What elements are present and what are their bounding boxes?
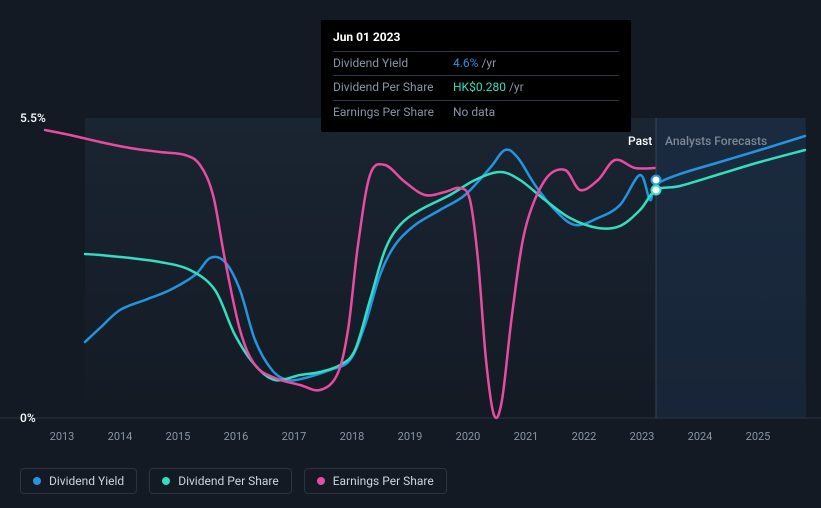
- legend-item[interactable]: Dividend Per Share: [149, 468, 292, 494]
- chart-legend: Dividend Yield Dividend Per Share Earnings…: [20, 468, 447, 494]
- period-label: Analysts Forecasts: [665, 134, 767, 148]
- x-axis-label: 2023: [630, 430, 655, 443]
- x-axis-label: 2024: [688, 430, 713, 443]
- tooltip-metric-label: Earnings Per Share: [333, 103, 453, 122]
- y-axis-label: 0%: [20, 411, 36, 425]
- period-label: Past: [628, 134, 652, 148]
- x-axis-label: 2014: [108, 430, 133, 443]
- x-axis-label: 2015: [166, 430, 191, 443]
- x-axis-label: 2017: [282, 430, 307, 443]
- tooltip-metric-value: HK$0.280: [453, 78, 506, 97]
- y-axis-label: 5.5%: [20, 111, 46, 125]
- x-axis-label: 2019: [398, 430, 423, 443]
- x-axis-label: 2018: [340, 430, 365, 443]
- tooltip-date: Jun 01 2023: [333, 28, 619, 47]
- dividend-chart: Jun 01 2023 Dividend Yield4.6%/yrDividen…: [0, 0, 821, 508]
- tooltip-metric-value: 4.6%: [453, 54, 478, 73]
- chart-tooltip: Jun 01 2023 Dividend Yield4.6%/yrDividen…: [321, 20, 631, 132]
- tooltip-metric-suffix: /yr: [481, 54, 496, 73]
- tooltip-metric-suffix: /yr: [509, 78, 524, 97]
- tooltip-metric-value: No data: [453, 103, 495, 122]
- legend-label: Earnings Per Share: [333, 474, 434, 488]
- legend-dot-icon: [317, 477, 325, 485]
- x-axis-label: 2025: [746, 430, 771, 443]
- tooltip-row: Dividend Yield4.6%/yr: [333, 51, 619, 75]
- tooltip-metric-label: Dividend Per Share: [333, 78, 453, 97]
- legend-item[interactable]: Dividend Yield: [20, 468, 137, 494]
- x-axis-label: 2022: [572, 430, 597, 443]
- tooltip-row: Earnings Per ShareNo data: [333, 100, 619, 124]
- legend-item[interactable]: Earnings Per Share: [304, 468, 447, 494]
- legend-label: Dividend Yield: [49, 474, 124, 488]
- legend-dot-icon: [162, 477, 170, 485]
- legend-dot-icon: [33, 477, 41, 485]
- x-axis-label: 2016: [224, 430, 249, 443]
- tooltip-row: Dividend Per ShareHK$0.280/yr: [333, 75, 619, 99]
- tooltip-metric-label: Dividend Yield: [333, 54, 453, 73]
- x-axis-label: 2021: [514, 430, 539, 443]
- x-axis-label: 2020: [456, 430, 481, 443]
- x-axis-label: 2013: [50, 430, 75, 443]
- legend-label: Dividend Per Share: [178, 474, 279, 488]
